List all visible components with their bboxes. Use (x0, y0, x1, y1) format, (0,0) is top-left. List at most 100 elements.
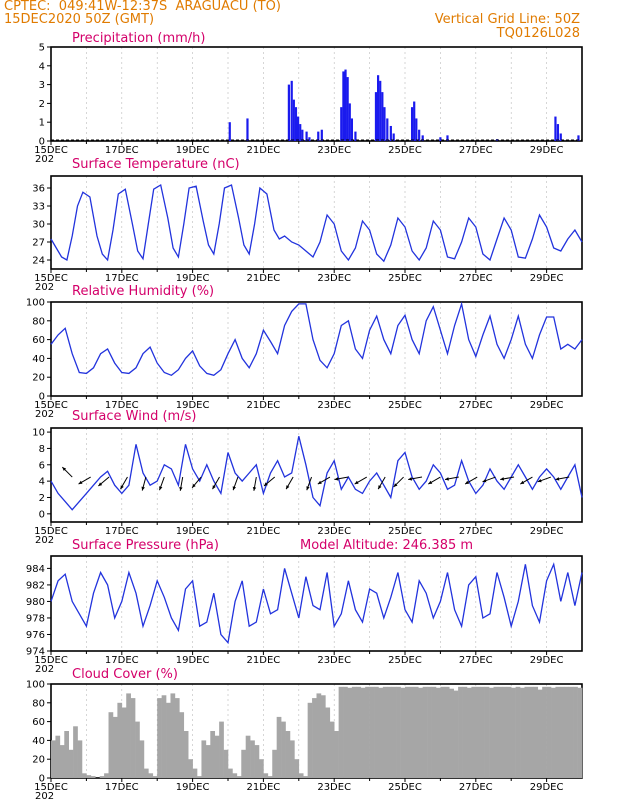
precip-bar (348, 103, 351, 141)
panel-title: Cloud Cover (%) (72, 667, 178, 682)
y-tick-label: 30 (32, 220, 45, 231)
cloud-bar (320, 695, 326, 778)
x-year-label: 202 (35, 664, 54, 675)
cloud-bar (471, 686, 477, 778)
y-tick-label: 100 (26, 680, 45, 691)
panel-title: Precipitation (mm/h) (72, 31, 205, 46)
cloud-bar (272, 749, 277, 778)
y-tick-label: 1 (39, 118, 45, 129)
cloud-bar (400, 687, 406, 778)
precip-bar (350, 118, 353, 141)
panel-4: Surface Pressure (hPa) Model Altitude: 24… (26, 538, 583, 675)
y-tick-label: 33 (32, 202, 45, 213)
wind-arrow-head (78, 480, 83, 484)
y-tick-label: 40 (32, 736, 45, 747)
cloud-bar (179, 712, 185, 778)
cloud-bar (573, 686, 578, 778)
y-tick-label: 5 (39, 43, 45, 54)
series-line (50, 562, 583, 645)
panel-title: Surface Wind (m/s) (72, 409, 196, 424)
series-line (50, 183, 583, 263)
x-tick-label: 29DEC (530, 526, 564, 537)
wind-arrow-head (445, 477, 449, 481)
y-tick-label: 3 (39, 80, 45, 91)
wind-arrow-head (428, 480, 433, 484)
cloud-bar (528, 686, 534, 778)
cloud-bar (223, 749, 229, 778)
cloud-bar (537, 689, 543, 778)
cloud-bar (515, 686, 521, 778)
cloud-bar (307, 702, 313, 778)
precip-bar (379, 80, 382, 141)
cloud-bar (493, 686, 499, 778)
precip-bar (354, 131, 357, 141)
x-tick-label: 29DEC (530, 145, 564, 156)
precip-bar (305, 131, 308, 141)
x-tick-label: 23DEC (317, 145, 351, 156)
cloud-bar (139, 740, 145, 778)
panel-frame (50, 175, 583, 270)
cloud-bar (174, 698, 180, 778)
precip-bar (317, 131, 320, 141)
cloud-bar (431, 686, 437, 778)
wind-arrow-head (408, 477, 413, 481)
cloud-bar (285, 731, 291, 778)
wind-arrow-head (465, 480, 470, 484)
cloud-bar (564, 686, 570, 778)
x-tick-label: 15DEC (34, 526, 68, 537)
cloud-bar (555, 686, 561, 778)
precip-bar (389, 125, 392, 141)
cloud-bar (135, 721, 140, 778)
x-tick-label: 27DEC (459, 273, 493, 284)
wind-arrow-head (306, 486, 310, 491)
y-tick-label: 40 (32, 354, 45, 365)
y-tick-label: 0 (39, 774, 45, 785)
panel-annotation: Model Altitude: 246.385 m (300, 538, 473, 553)
wind-arrow-head (98, 482, 103, 486)
y-tick-label: 24 (32, 256, 45, 267)
y-tick-label: 36 (32, 184, 45, 195)
y-tick-label: 10 (32, 428, 45, 439)
precip-bar (320, 129, 323, 141)
cloud-bar (546, 686, 552, 778)
wind-arrow-head (334, 477, 339, 481)
cloud-bar (241, 749, 246, 778)
x-tick-label: 27DEC (459, 400, 493, 411)
cloud-bar (577, 687, 583, 778)
cloud-bar (152, 776, 158, 778)
x-tick-label: 17DEC (105, 526, 139, 537)
wind-arrow-head (378, 485, 382, 490)
cloud-bar (126, 693, 131, 778)
panel-frame (50, 301, 583, 397)
wind-arrow-head (537, 479, 542, 483)
precip-bar (299, 124, 302, 141)
x-tick-label: 27DEC (459, 145, 493, 156)
precip-bar (294, 107, 298, 141)
x-tick-label: 15DEC (34, 782, 68, 793)
cloud-bar (90, 776, 96, 778)
y-tick-label: 980 (26, 597, 45, 608)
y-tick-label: 976 (26, 630, 45, 641)
x-tick-label: 25DEC (388, 145, 422, 156)
cloud-bar (396, 686, 401, 778)
cloud-bar (289, 740, 295, 778)
cloud-bar (533, 686, 539, 778)
cloud-bar (112, 716, 118, 778)
x-tick-label: 15DEC (34, 655, 68, 666)
cloud-bar (475, 686, 481, 778)
cloud-bar (542, 686, 547, 778)
precip-bar (287, 84, 290, 141)
cloud-bar (161, 695, 167, 778)
cloud-bar (409, 686, 415, 778)
precip-bar (421, 135, 424, 141)
wind-arrow-head (555, 477, 560, 481)
cloud-bar (334, 731, 339, 778)
precip-bar (344, 69, 347, 141)
y-tick-label: 4 (39, 61, 45, 72)
x-tick-label: 27DEC (459, 782, 493, 793)
x-tick-label: 21DEC (247, 782, 281, 793)
wind-arrow-head (62, 467, 67, 471)
cloud-bar (405, 686, 410, 778)
header-code: TQ0126L028 (496, 26, 580, 41)
cloud-bar (312, 698, 317, 778)
